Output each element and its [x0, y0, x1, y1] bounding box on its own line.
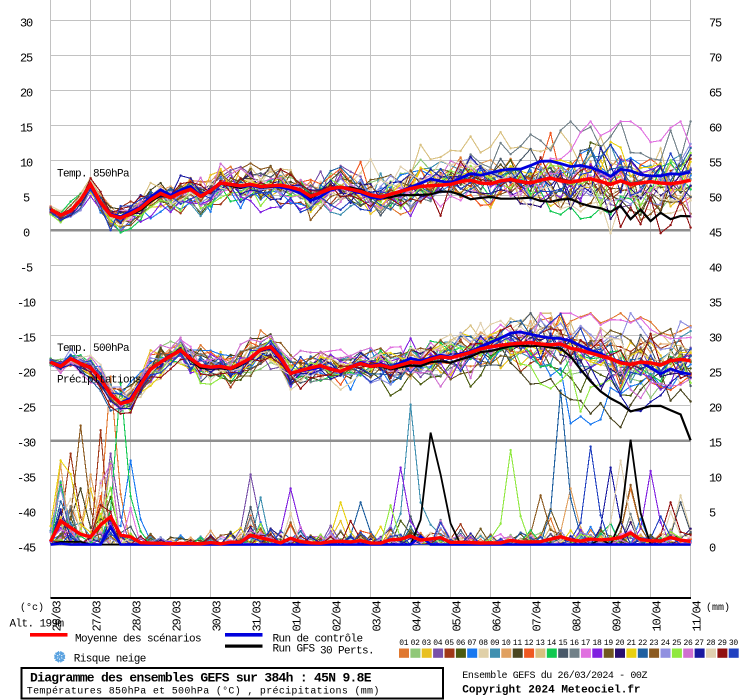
- svg-text:16: 16: [570, 639, 580, 648]
- svg-text:55: 55: [709, 157, 722, 171]
- svg-text:50: 50: [709, 192, 722, 206]
- svg-text:-15: -15: [17, 332, 36, 346]
- svg-text:05: 05: [445, 639, 455, 648]
- svg-text:30: 30: [20, 17, 33, 31]
- svg-text:Temp. 850hPa: Temp. 850hPa: [57, 169, 130, 181]
- svg-text:14: 14: [547, 639, 557, 648]
- svg-text:20: 20: [615, 639, 625, 648]
- svg-text:20: 20: [20, 87, 33, 101]
- svg-text:75: 75: [709, 17, 722, 31]
- svg-text:30: 30: [709, 332, 722, 346]
- svg-text:10: 10: [501, 639, 511, 648]
- svg-text:11/04: 11/04: [691, 600, 705, 631]
- svg-text:-40: -40: [17, 507, 36, 521]
- svg-text:Diagramme des ensembles GEFS s: Diagramme des ensembles GEFS sur 384h : …: [30, 671, 372, 686]
- svg-text:30/03: 30/03: [211, 600, 225, 631]
- svg-text:Moyenne des scénarios: Moyenne des scénarios: [75, 634, 201, 646]
- svg-text:29/03: 29/03: [171, 600, 185, 631]
- svg-text:11: 11: [513, 639, 523, 648]
- svg-text:24: 24: [661, 639, 671, 648]
- svg-text:Copyright 2024 Meteociel.fr: Copyright 2024 Meteociel.fr: [462, 685, 640, 697]
- svg-text:02: 02: [411, 639, 421, 648]
- svg-text:60: 60: [709, 122, 722, 136]
- svg-text:18: 18: [592, 639, 602, 648]
- svg-text:45: 45: [709, 227, 722, 241]
- svg-text:30: 30: [729, 639, 739, 648]
- svg-text:26: 26: [683, 639, 693, 648]
- svg-text:(mm): (mm): [706, 602, 730, 614]
- svg-text:10: 10: [20, 157, 33, 171]
- svg-text:30 Perts.: 30 Perts.: [320, 646, 374, 658]
- svg-text:07/04: 07/04: [531, 600, 545, 631]
- svg-text:-10: -10: [17, 297, 36, 311]
- svg-text:06: 06: [456, 639, 466, 648]
- svg-text:12: 12: [524, 639, 534, 648]
- svg-text:03/04: 03/04: [371, 600, 385, 631]
- svg-text:02/04: 02/04: [331, 600, 345, 631]
- svg-text:-25: -25: [17, 402, 36, 416]
- svg-text:5: 5: [709, 507, 716, 521]
- svg-text:25: 25: [672, 639, 682, 648]
- svg-text:0: 0: [709, 542, 716, 556]
- svg-text:Run de contrôle: Run de contrôle: [273, 634, 363, 646]
- svg-text:70: 70: [709, 52, 722, 66]
- svg-text:15: 15: [20, 122, 33, 136]
- svg-text:Temp. 500hPa: Temp. 500hPa: [57, 343, 130, 355]
- svg-text:22: 22: [638, 639, 648, 648]
- svg-text:27/03: 27/03: [91, 600, 105, 631]
- svg-text:10/04: 10/04: [651, 600, 665, 631]
- svg-text:04/04: 04/04: [411, 600, 425, 631]
- svg-text:28/03: 28/03: [131, 600, 145, 631]
- svg-text:65: 65: [709, 87, 722, 101]
- svg-text:Risque neige: Risque neige: [74, 654, 146, 666]
- svg-text:25: 25: [709, 367, 722, 381]
- svg-text:15: 15: [558, 639, 568, 648]
- svg-text:-35: -35: [17, 472, 36, 486]
- svg-text:01/04: 01/04: [291, 600, 305, 631]
- svg-text:09/04: 09/04: [611, 600, 625, 631]
- svg-text:35: 35: [709, 297, 722, 311]
- svg-text:05/04: 05/04: [451, 600, 465, 631]
- svg-text:06/04: 06/04: [491, 600, 505, 631]
- svg-text:-45: -45: [17, 542, 36, 556]
- svg-text:13: 13: [536, 639, 546, 648]
- svg-text:27: 27: [695, 639, 705, 648]
- svg-text:29: 29: [718, 639, 728, 648]
- svg-text:31/03: 31/03: [251, 600, 265, 631]
- svg-text:07: 07: [467, 639, 477, 648]
- svg-text:25: 25: [20, 52, 33, 66]
- svg-text:04: 04: [433, 639, 443, 648]
- svg-text:Précipitations: Précipitations: [57, 375, 141, 387]
- svg-text:15: 15: [709, 437, 722, 451]
- svg-text:-5: -5: [20, 262, 33, 276]
- svg-text:26/03: 26/03: [51, 600, 65, 631]
- svg-text:03: 03: [422, 639, 432, 648]
- svg-text:5: 5: [23, 192, 30, 206]
- svg-text:-30: -30: [17, 437, 36, 451]
- svg-text:21: 21: [627, 639, 637, 648]
- svg-text:40: 40: [709, 262, 722, 276]
- svg-text:Alt. 199m: Alt. 199m: [10, 619, 65, 631]
- svg-text:19: 19: [604, 639, 614, 648]
- svg-text:(°c): (°c): [20, 602, 44, 614]
- svg-text:10: 10: [709, 472, 722, 486]
- svg-text:17: 17: [581, 639, 591, 648]
- svg-text:08: 08: [479, 639, 489, 648]
- svg-text:-20: -20: [17, 367, 36, 381]
- svg-text:23: 23: [649, 639, 659, 648]
- svg-text:09: 09: [490, 639, 500, 648]
- svg-text:20: 20: [709, 402, 722, 416]
- svg-text:28: 28: [706, 639, 716, 648]
- svg-text:Run GFS: Run GFS: [273, 644, 316, 656]
- svg-text:08/04: 08/04: [571, 600, 585, 631]
- svg-text:Ensemble GEFS du 26/03/2024 -: Ensemble GEFS du 26/03/2024 - 00Z: [462, 670, 647, 682]
- svg-text:01: 01: [399, 639, 409, 648]
- svg-text:Températures 850hPa et 500hPa: Températures 850hPa et 500hPa (°C) , pré…: [27, 686, 380, 698]
- svg-text:0: 0: [23, 227, 30, 241]
